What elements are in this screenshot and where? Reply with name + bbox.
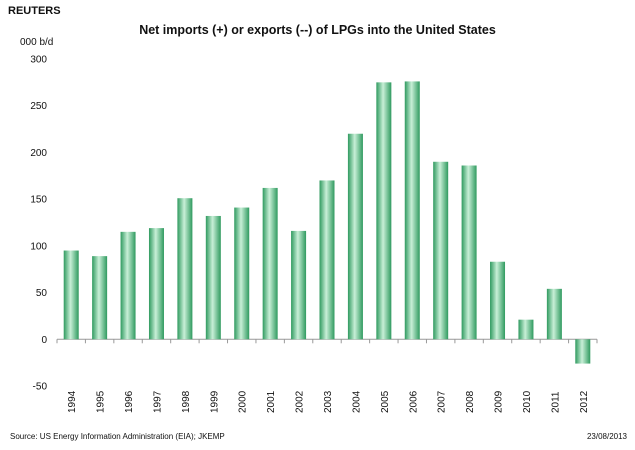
bar-1999 [205, 215, 221, 340]
bar-1996 [120, 231, 136, 340]
y-tick-label: 300 [30, 55, 47, 66]
x-tick-label: 2005 [380, 390, 391, 413]
bar-2003 [319, 180, 335, 340]
bar-2001 [262, 187, 278, 340]
bar-2002 [291, 230, 307, 340]
bars [63, 81, 591, 364]
y-tick-label: 150 [30, 195, 47, 206]
y-tick-label: 50 [36, 288, 48, 299]
y-tick-label: 250 [30, 101, 47, 112]
x-tick-label: 2006 [408, 390, 419, 413]
bar-1998 [177, 198, 193, 340]
x-tick-label: 2012 [579, 390, 590, 413]
bar-2012 [575, 339, 591, 364]
bar-2000 [234, 207, 250, 340]
x-tick-label: 2000 [238, 390, 249, 413]
x-tick-label: 1999 [209, 390, 220, 413]
x-tick-label: 1994 [67, 390, 78, 413]
x-tick-label: 1995 [96, 390, 107, 413]
y-axis-units: 000 b/d [20, 37, 54, 48]
bar-1995 [92, 256, 108, 340]
y-tick-label: 100 [30, 241, 47, 252]
y-tick-label: 200 [30, 148, 47, 159]
x-tick-label: 2004 [351, 390, 362, 413]
x-tick-label: 1996 [124, 390, 135, 413]
y-tick-label: -50 [33, 382, 48, 393]
x-tick-label: 2009 [494, 390, 505, 413]
publish-date: 23/08/2013 [586, 432, 627, 441]
source-note: Source: US Energy Information Administra… [10, 432, 225, 441]
x-axis: 1994 1995 1996 1997 1998 1999 2000 2001 2002 2003… [56, 338, 598, 413]
y-tick-label: 0 [41, 335, 47, 346]
bar-2009 [490, 261, 506, 340]
bar-2006 [404, 81, 420, 340]
y-axis: 300 250 200 150 100 50 0 -50 [30, 55, 47, 393]
bar-2010 [518, 319, 534, 340]
x-tick-label: 2011 [550, 391, 561, 413]
x-tick-label: 1997 [152, 390, 163, 413]
bar-1997 [148, 228, 164, 340]
chart-title: Net imports (+) or exports (--) of LPGs … [139, 23, 496, 37]
bar-1994 [63, 250, 79, 340]
x-tick-label: 2008 [465, 390, 476, 413]
x-tick-label: 2003 [323, 390, 334, 413]
bar-2007 [433, 161, 449, 340]
bar-2011 [546, 288, 562, 340]
bar-2005 [376, 82, 392, 340]
bar-2004 [347, 133, 363, 340]
x-tick-label: 2001 [266, 390, 277, 413]
x-tick-label: 1998 [181, 390, 192, 413]
x-tick-label: 2007 [437, 390, 448, 413]
x-tick-label: 2010 [522, 390, 533, 413]
bar-2008 [461, 165, 477, 340]
x-tick-label: 2002 [295, 390, 306, 413]
reuters-brand: REUTERS [8, 5, 61, 17]
